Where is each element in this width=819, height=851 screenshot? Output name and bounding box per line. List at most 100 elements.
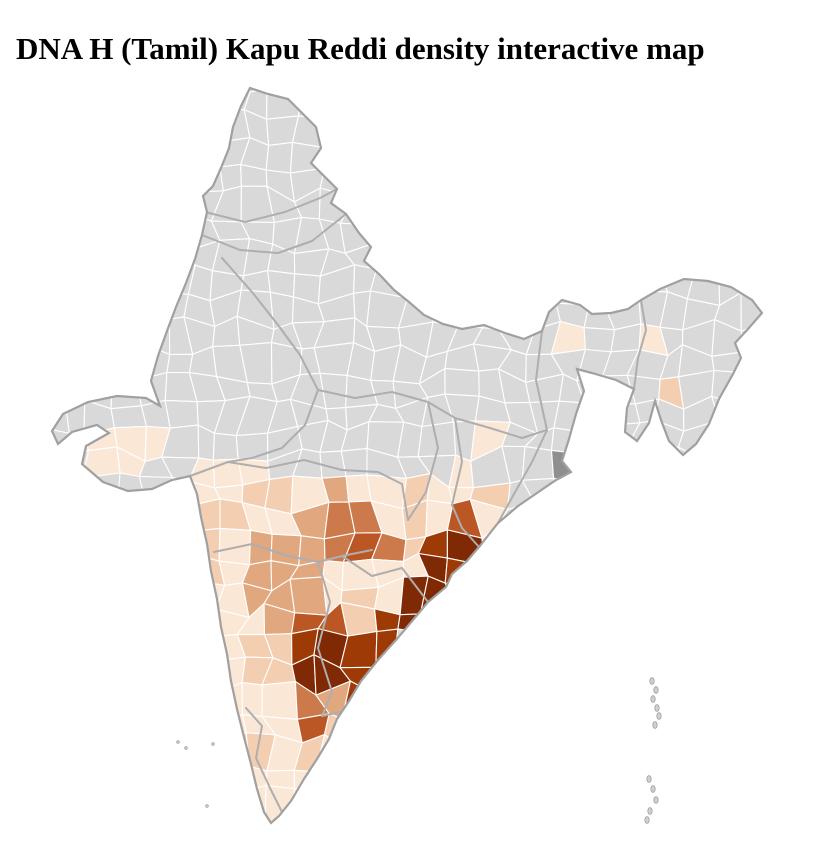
district-cell[interactable] (166, 353, 194, 374)
district-cell[interactable] (315, 764, 353, 794)
district-cell[interactable] (710, 395, 733, 430)
district-cell[interactable] (131, 657, 170, 693)
district-cell[interactable] (451, 217, 483, 245)
district-cell[interactable] (446, 809, 486, 848)
district-cell[interactable] (339, 166, 378, 199)
district-cell[interactable] (376, 191, 397, 227)
district-cell[interactable] (89, 687, 120, 710)
district-cell[interactable] (579, 187, 610, 229)
district-cell[interactable] (611, 246, 643, 267)
district-cell[interactable] (140, 221, 169, 242)
district-cell[interactable] (161, 552, 192, 583)
district-cell[interactable] (530, 653, 564, 689)
district-cell[interactable] (783, 247, 814, 279)
district-cell[interactable] (547, 553, 582, 586)
district-cell[interactable] (320, 61, 350, 93)
district-cell[interactable] (732, 498, 761, 539)
district-cell[interactable] (297, 845, 318, 851)
island[interactable] (653, 686, 659, 694)
district-cell[interactable] (628, 534, 661, 555)
district-cell[interactable] (784, 473, 819, 507)
district-cell[interactable] (290, 59, 331, 96)
district-cell[interactable] (61, 344, 95, 385)
district-cell[interactable] (89, 556, 115, 586)
district-cell[interactable] (583, 402, 607, 434)
district-cell[interactable] (704, 107, 745, 151)
district-cell[interactable] (63, 575, 94, 610)
district-cell[interactable] (480, 188, 506, 226)
island[interactable] (653, 796, 659, 804)
district-cell[interactable] (705, 58, 742, 93)
district-cell[interactable] (59, 216, 95, 242)
district-cell[interactable] (35, 109, 69, 141)
district-cell[interactable] (84, 267, 122, 305)
district-cell[interactable] (503, 759, 533, 798)
district-cell[interactable] (707, 190, 746, 228)
district-cell[interactable] (30, 792, 68, 823)
district-cell[interactable] (783, 278, 814, 295)
district-cell[interactable] (54, 270, 88, 305)
district-cell[interactable] (551, 783, 577, 824)
district-cell[interactable] (82, 843, 113, 851)
district-cell[interactable] (730, 398, 770, 430)
district-cell[interactable] (508, 111, 536, 145)
island[interactable] (647, 807, 653, 815)
district-cell[interactable] (397, 87, 434, 114)
district-cell[interactable] (61, 318, 92, 354)
district-cell[interactable] (158, 217, 201, 252)
district-cell[interactable] (376, 765, 401, 799)
district-cell[interactable] (109, 554, 149, 586)
district-cell[interactable] (740, 664, 765, 692)
district-cell[interactable] (559, 809, 578, 842)
district-cell[interactable] (318, 839, 355, 851)
district-cell[interactable] (424, 136, 450, 169)
district-cell[interactable] (634, 210, 661, 252)
district-cell[interactable] (496, 266, 526, 306)
district-cell[interactable] (158, 160, 192, 201)
district-cell[interactable] (627, 474, 665, 511)
district-cell[interactable] (759, 59, 793, 91)
district-cell[interactable] (191, 655, 217, 696)
district-cell[interactable] (115, 630, 148, 671)
district-cell[interactable] (555, 734, 591, 775)
district-cell[interactable] (29, 215, 65, 249)
district-cell[interactable] (599, 524, 634, 558)
district-cell[interactable] (756, 838, 790, 851)
district-cell[interactable] (62, 166, 97, 201)
district-cell[interactable] (785, 216, 809, 253)
district-cell[interactable] (654, 534, 693, 555)
island[interactable] (650, 695, 656, 703)
district-cell[interactable] (711, 761, 747, 795)
district-cell[interactable] (88, 605, 122, 632)
district-cell[interactable] (627, 161, 665, 193)
district-cell[interactable] (473, 765, 510, 798)
district-cell[interactable] (132, 789, 165, 821)
district-cell[interactable] (550, 507, 584, 535)
district-cell[interactable] (161, 714, 198, 738)
district-cell[interactable] (585, 717, 614, 739)
district-cell[interactable] (378, 108, 405, 151)
district-cell[interactable] (526, 636, 564, 670)
district-cell[interactable] (144, 715, 164, 740)
district-cell[interactable] (469, 810, 509, 847)
district-cell[interactable] (788, 422, 813, 451)
district-cell[interactable] (377, 787, 406, 825)
district-cell[interactable] (549, 705, 591, 737)
district-cell[interactable] (396, 136, 432, 177)
district-cell[interactable] (134, 87, 168, 123)
district-cell[interactable] (136, 526, 172, 567)
district-cell[interactable] (454, 705, 485, 745)
district-cell[interactable] (682, 161, 712, 203)
district-cell[interactable] (162, 113, 200, 142)
district-cell[interactable] (632, 64, 667, 90)
district-cell[interactable] (33, 759, 68, 797)
district-cell[interactable] (575, 452, 616, 481)
district-cell[interactable] (573, 783, 611, 824)
island[interactable] (650, 785, 656, 793)
district-cell[interactable] (604, 402, 641, 427)
district-cell[interactable] (687, 527, 717, 555)
district-cell[interactable] (757, 659, 790, 692)
district-cell[interactable] (393, 186, 435, 224)
district-cell[interactable] (783, 139, 811, 167)
district-cell[interactable] (342, 742, 379, 775)
